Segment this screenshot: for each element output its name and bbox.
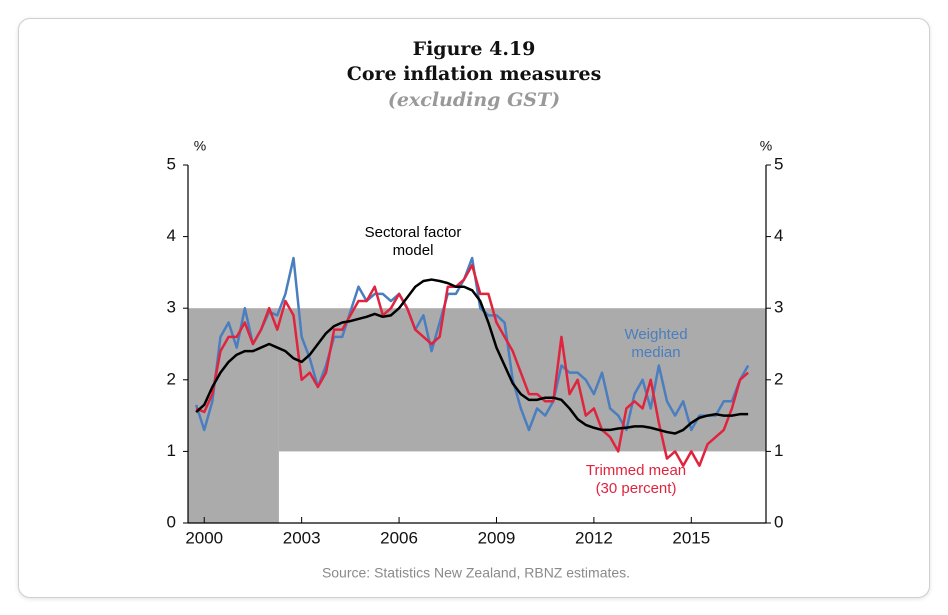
y2-tick-label: 5 — [774, 154, 783, 173]
y-tick-label: 1 — [167, 441, 176, 460]
y-tick-label: 4 — [167, 226, 176, 245]
x-tick-label: 2009 — [478, 528, 516, 547]
x-tick-label: 2006 — [380, 528, 418, 547]
target-band — [188, 308, 279, 523]
chart-title: Figure 4.19 — [413, 38, 536, 60]
series-line — [194, 256, 750, 432]
y2-tick-label: 3 — [774, 298, 783, 317]
source: Source: Statistics New Zealand, RBNZ est… — [322, 565, 630, 581]
annotation: (30 percent) — [596, 480, 677, 497]
y-tick-label: 5 — [167, 154, 176, 173]
y2-unit: % — [760, 138, 772, 154]
series-line — [195, 278, 749, 435]
y2-tick-label: 1 — [774, 441, 783, 460]
chart-note: (excluding GST) — [388, 89, 560, 111]
y2-tick-label: 0 — [774, 512, 783, 531]
y-unit: % — [194, 138, 206, 154]
y2-tick-label: 4 — [774, 226, 783, 245]
y-tick-label: 0 — [167, 512, 176, 531]
x-tick-label: 2000 — [185, 528, 223, 547]
x-tick-label: 2015 — [672, 528, 710, 547]
x-tick-label: 2003 — [283, 528, 321, 547]
annotation: Trimmed mean — [586, 462, 686, 479]
chart-card — [18, 18, 930, 598]
chart-subtitle: Core inflation measures — [347, 63, 602, 85]
annotation: Sectoral factor — [365, 224, 462, 241]
series-line — [195, 263, 749, 467]
y2-tick-label: 2 — [774, 369, 783, 388]
annotation: model — [393, 242, 434, 259]
y-tick-label: 2 — [167, 369, 176, 388]
y-tick-label: 3 — [167, 298, 176, 317]
annotation: Weighted — [624, 326, 687, 343]
annotation: median — [631, 344, 680, 361]
x-tick-label: 2012 — [575, 528, 613, 547]
